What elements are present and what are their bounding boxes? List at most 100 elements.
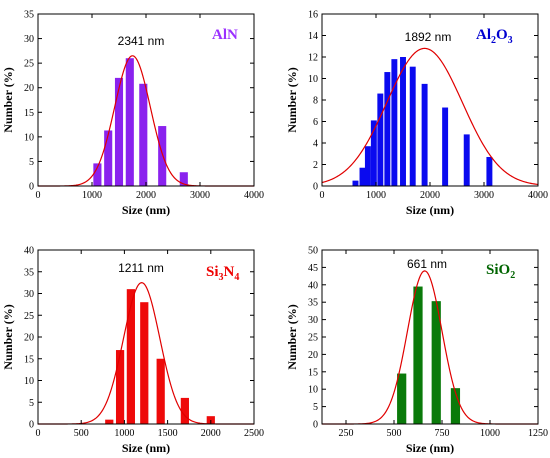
chart-panel-2: 0 1000 2000 3000 4000 0 2 4 6 8 10 12 14 16 Size (nm) N… <box>285 10 548 218</box>
x-tick-label-2-1: 0 <box>320 190 325 201</box>
y-tick-label-3-2: 5 <box>29 398 34 409</box>
y-tick-label-4-7: 30 <box>308 315 318 326</box>
x-tick-label-4-4: 1000 <box>480 428 500 439</box>
x-tick-label-3-1: 0 <box>36 428 41 439</box>
y-tick-label-2-5: 8 <box>313 96 318 107</box>
y-tick-label-1-7: 30 <box>24 34 34 45</box>
x-tick-label-1-5: 4000 <box>244 190 264 201</box>
y-axis-title-1: Number (%) <box>1 67 15 132</box>
x-tick-label-3-3: 1000 <box>114 428 134 439</box>
y-axis-title-3: Number (%) <box>1 304 15 369</box>
bar-2-9 <box>409 66 416 186</box>
x-tick-label-2-3: 2000 <box>420 190 440 201</box>
y-tick-label-2-2: 2 <box>313 160 318 171</box>
x-tick-label-1-4: 3000 <box>190 190 210 201</box>
x-tick-label-1-3: 2000 <box>136 190 156 201</box>
y-tick-label-4-10: 45 <box>308 263 318 274</box>
x-axis-title-3: Size (nm) <box>122 441 170 455</box>
bar-2-5 <box>377 93 384 186</box>
x-tick-label-2-5: 4000 <box>528 190 548 201</box>
bar-2-6 <box>384 72 391 186</box>
size-annotation-1: 2341 nm <box>118 34 165 48</box>
y-tick-label-4-6: 25 <box>308 333 318 344</box>
y-axis-title-4: Number (%) <box>285 304 299 369</box>
x-tick-label-4-5: 1250 <box>528 428 548 439</box>
y-tick-label-2-7: 12 <box>308 53 318 64</box>
y-tick-label-3-1: 0 <box>29 420 34 431</box>
y-tick-label-3-7: 30 <box>24 289 34 300</box>
bar-4-1 <box>397 373 407 424</box>
bar-2-4 <box>370 120 377 186</box>
size-annotation-3: 1211 nm <box>118 261 164 275</box>
bar-2-12 <box>463 134 470 186</box>
x-tick-label-4-2: 500 <box>387 428 402 439</box>
y-tick-label-1-3: 10 <box>24 132 34 143</box>
bar-2-11 <box>442 107 449 186</box>
bar-2-7 <box>391 59 398 186</box>
bar-1-3 <box>114 77 124 186</box>
x-axis-title-1: Size (nm) <box>122 203 170 217</box>
y-tick-label-1-5: 20 <box>24 83 34 94</box>
y-tick-label-3-6: 25 <box>24 311 34 322</box>
y-tick-label-1-1: 0 <box>29 182 34 193</box>
bar-3-6 <box>180 397 189 424</box>
y-tick-label-1-8: 35 <box>24 10 34 21</box>
material-label-3: Si3N4 <box>206 264 239 283</box>
bar-3-1 <box>105 419 114 424</box>
y-tick-label-3-4: 15 <box>24 354 34 365</box>
x-tick-label-2-2: 1000 <box>366 190 386 201</box>
y-tick-label-4-5: 20 <box>308 350 318 361</box>
bar-2-10 <box>421 83 428 186</box>
y-tick-label-4-11: 50 <box>308 246 318 257</box>
bar-1-5 <box>139 83 148 186</box>
y-tick-label-4-3: 10 <box>308 385 318 396</box>
y-tick-label-3-9: 40 <box>24 246 34 257</box>
bar-2-8 <box>400 57 406 186</box>
x-tick-label-2-4: 3000 <box>474 190 494 201</box>
material-label-4: SiO2 <box>486 262 515 281</box>
bar-3-5 <box>156 358 165 424</box>
x-tick-label-3-4: 1500 <box>158 428 178 439</box>
bar-2-3 <box>364 146 371 186</box>
x-tick-label-4-1: 250 <box>339 428 354 439</box>
x-tick-label-3-2: 500 <box>74 428 89 439</box>
y-tick-label-4-8: 35 <box>308 298 318 309</box>
bar-1-6 <box>158 126 167 186</box>
bar-4-3 <box>431 301 441 424</box>
bar-3-2 <box>115 350 125 424</box>
x-tick-label-3-6: 2500 <box>244 428 264 439</box>
bar-1-1 <box>93 163 102 186</box>
x-axis-title-2: Size (nm) <box>406 203 454 217</box>
bar-1-4 <box>125 58 134 186</box>
bar-1-2 <box>104 130 113 186</box>
x-axis-title-4: Size (nm) <box>406 441 454 455</box>
bar-4-2 <box>413 286 423 424</box>
y-tick-label-2-8: 14 <box>308 31 318 42</box>
y-tick-label-4-2: 5 <box>313 402 318 413</box>
y-tick-label-2-6: 10 <box>308 74 318 85</box>
x-tick-label-4-3: 750 <box>435 428 450 439</box>
bar-2-13 <box>486 156 493 186</box>
y-tick-label-2-9: 16 <box>308 10 318 21</box>
fit-curve-2 <box>321 47 539 186</box>
y-tick-label-4-4: 15 <box>308 367 318 378</box>
y-tick-label-2-1: 0 <box>313 182 318 193</box>
y-tick-label-1-6: 25 <box>24 59 34 70</box>
y-tick-label-1-2: 5 <box>29 157 34 168</box>
bar-1-7 <box>179 172 188 186</box>
y-tick-label-2-4: 6 <box>313 117 318 128</box>
y-tick-label-4-1: 0 <box>313 420 318 431</box>
y-tick-label-3-8: 35 <box>24 267 34 278</box>
size-annotation-2: 1892 nm <box>405 30 452 44</box>
chart-panel-3: 0 500 1000 1500 2000 2500 0 5 10 15 20 25 30 35 40 Size… <box>1 246 264 456</box>
y-tick-label-4-9: 40 <box>308 280 318 291</box>
chart-panel-4: 250 500 750 1000 1250 0 5 10 15 20 25 30 35 40 45 50 Siz… <box>285 246 548 456</box>
bar-3-3 <box>126 289 135 424</box>
y-tick-label-3-5: 20 <box>24 333 34 344</box>
bar-4-4 <box>450 388 461 424</box>
y-axis-title-2: Number (%) <box>285 67 299 132</box>
bar-3-4 <box>140 302 149 424</box>
material-label-1: AlN <box>212 27 238 43</box>
fit-curve-4 <box>322 270 538 425</box>
